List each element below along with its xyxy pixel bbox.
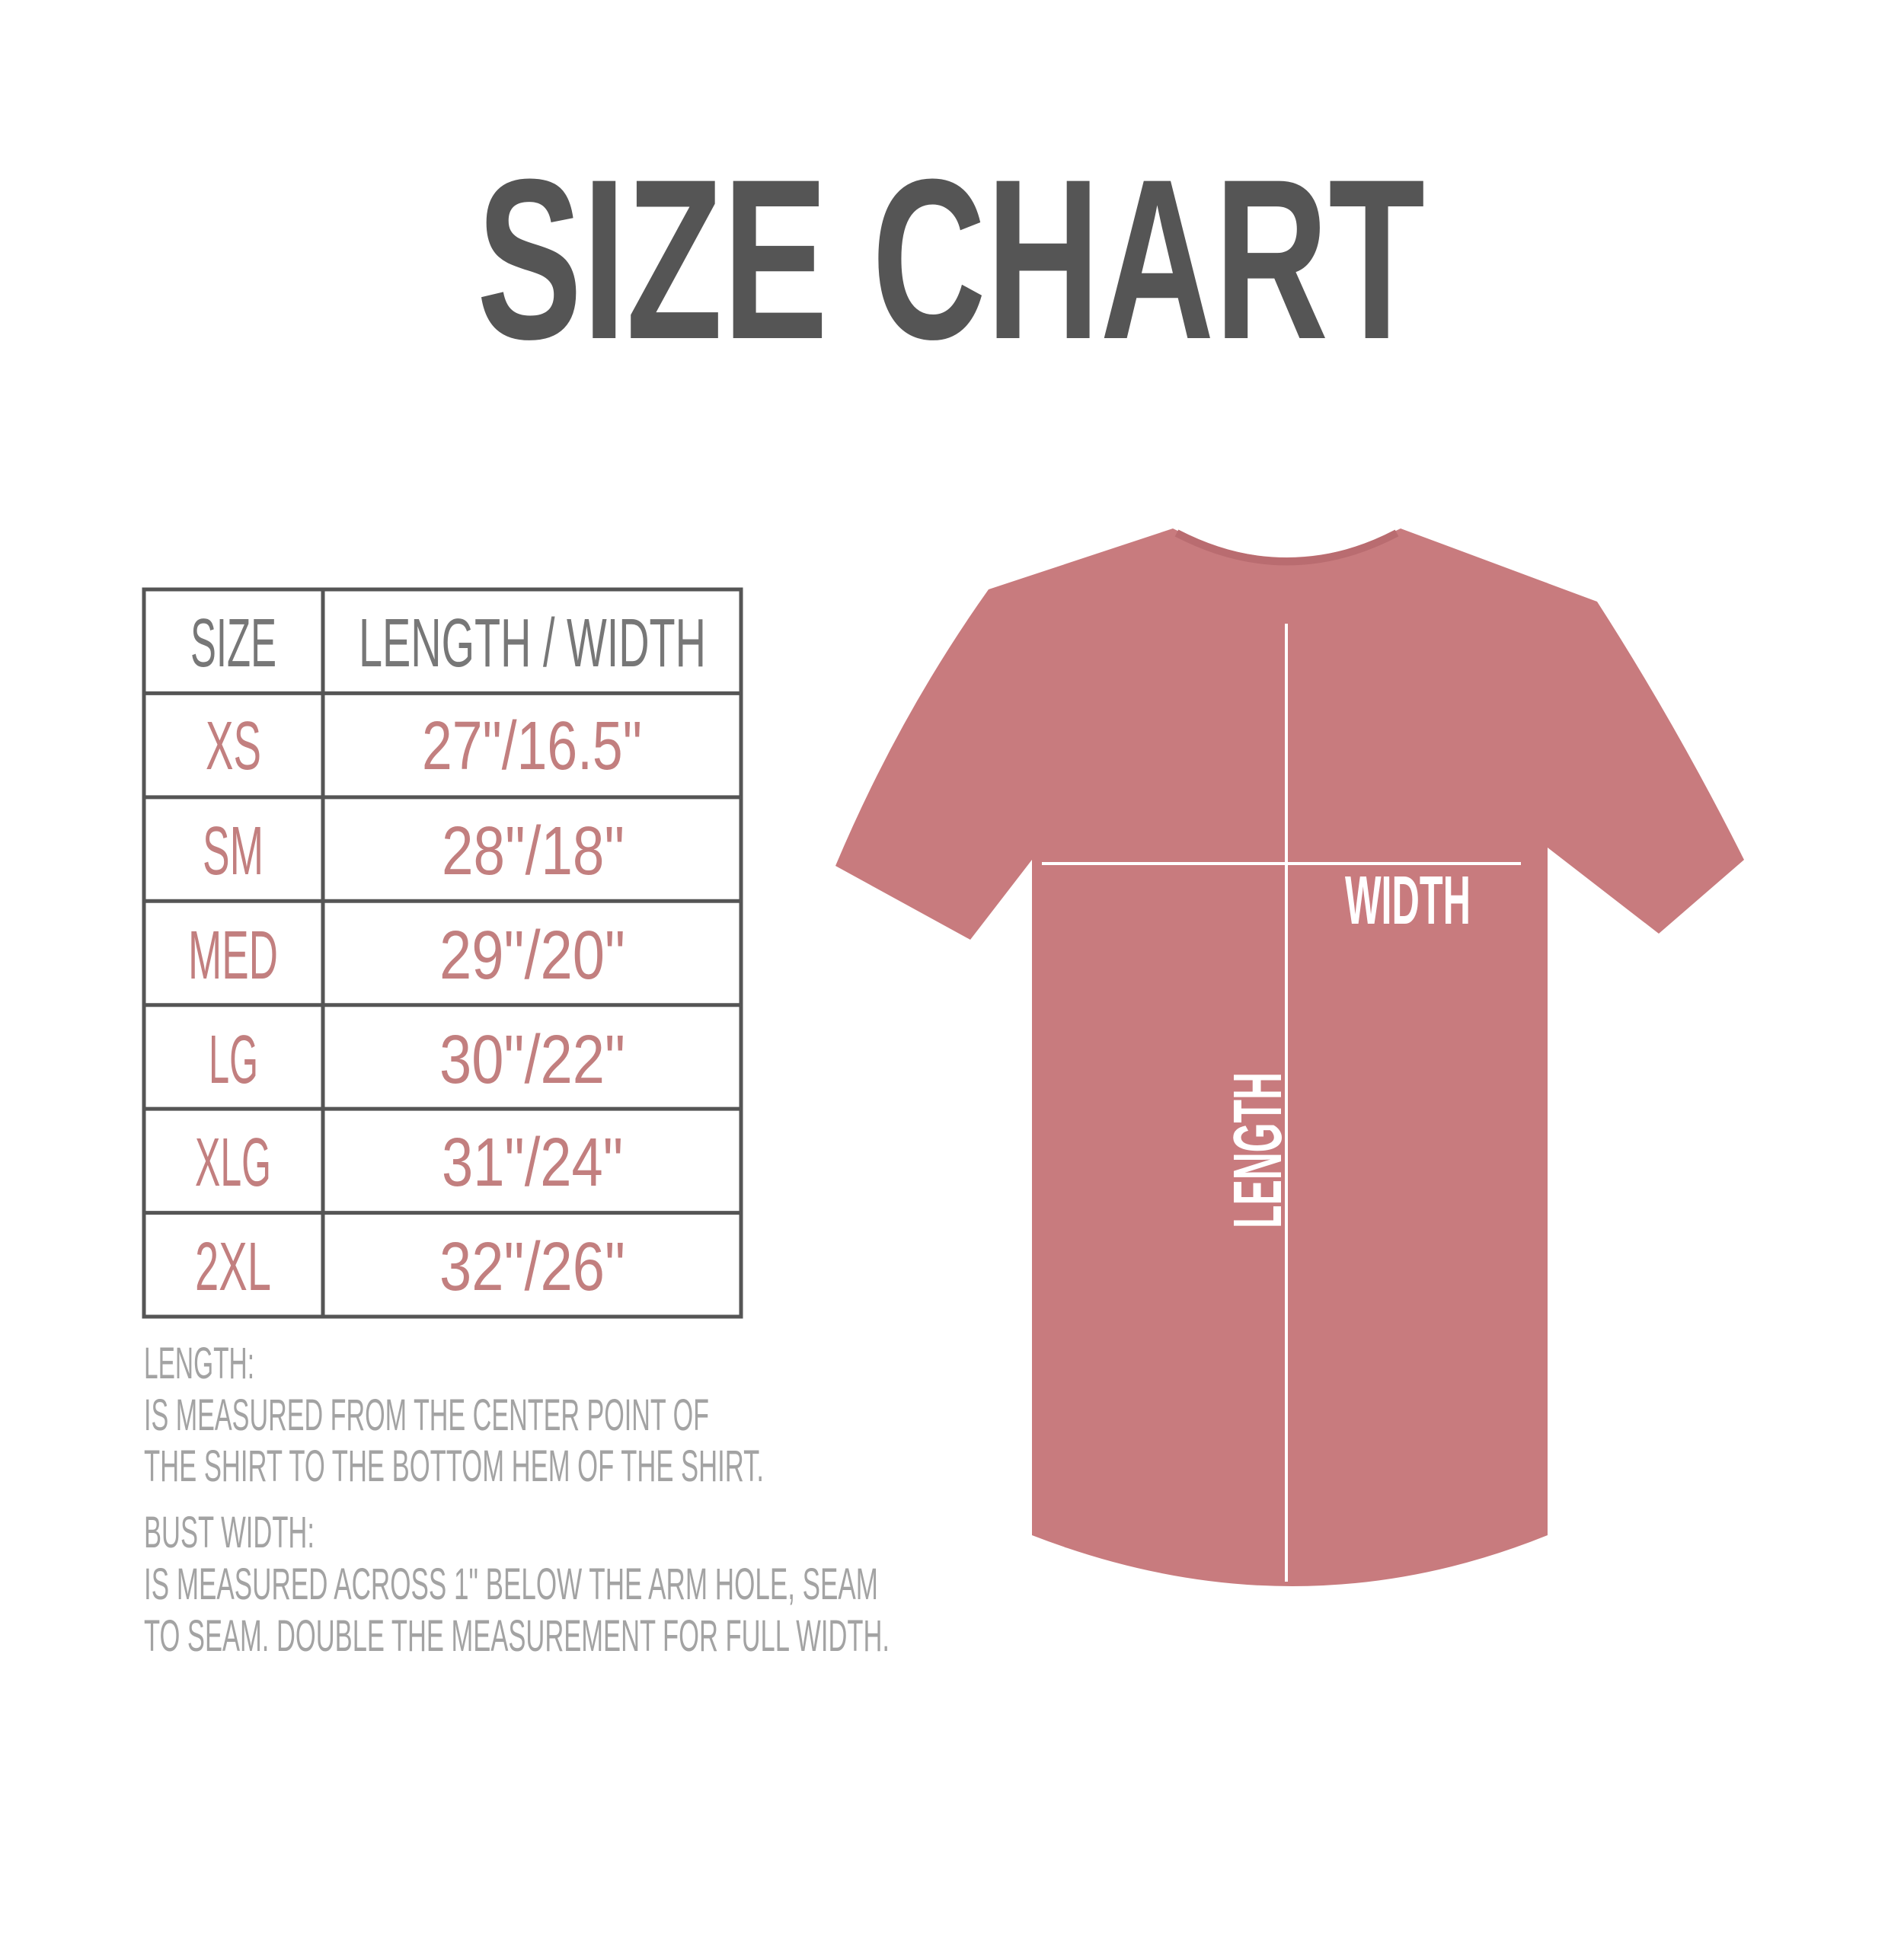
header-size: SIZE	[190, 605, 276, 682]
measure-cell: 31"/24"	[442, 1125, 623, 1201]
width-note-line: IS MEASURED ACROSS 1" BELOW THE ARM HOLE…	[144, 1560, 878, 1609]
length-label: LENGTH	[1220, 1072, 1296, 1228]
measure-cell: 32"/26"	[439, 1229, 625, 1305]
length-note-line: THE SHIRT TO THE BOTTOM HEM OF THE SHIRT…	[144, 1442, 764, 1491]
size-cell: MED	[188, 918, 278, 994]
measure-cell: 29"/20"	[439, 918, 625, 994]
table-border	[142, 587, 743, 1319]
page-title: SIZE CHART	[477, 131, 1425, 387]
size-cell: LG	[209, 1022, 258, 1098]
width-note-line: TO SEAM. DOUBLE THE MEASUREMENT FOR FULL…	[144, 1611, 890, 1661]
size-cell: XS	[206, 708, 261, 784]
size-table: SIZE LENGTH / WIDTH XS 27"/16.5" SM 28"/…	[142, 587, 743, 1319]
measure-cell: 28"/18"	[442, 813, 625, 889]
width-label: WIDTH	[1345, 863, 1471, 939]
length-note-heading: LENGTH:	[144, 1339, 254, 1388]
measurement-notes: LENGTH: IS MEASURED FROM THE CENTER POIN…	[144, 1339, 890, 1661]
tshirt-diagram: WIDTH LENGTH	[835, 528, 1744, 1586]
measure-cell: 27"/16.5"	[422, 708, 642, 784]
size-cell: 2XL	[195, 1229, 271, 1305]
length-note-line: IS MEASURED FROM THE CENTER POINT OF	[144, 1391, 709, 1440]
row-dividers	[144, 691, 741, 1215]
size-cell: XLG	[195, 1125, 271, 1201]
measure-cell: 30"/22"	[439, 1022, 625, 1098]
tshirt-image	[835, 528, 1744, 1586]
width-note-heading: BUST WIDTH:	[144, 1508, 315, 1557]
size-cell: SM	[203, 813, 264, 889]
header-length-width: LENGTH / WIDTH	[359, 605, 706, 682]
tshirt-collar	[1174, 529, 1399, 566]
